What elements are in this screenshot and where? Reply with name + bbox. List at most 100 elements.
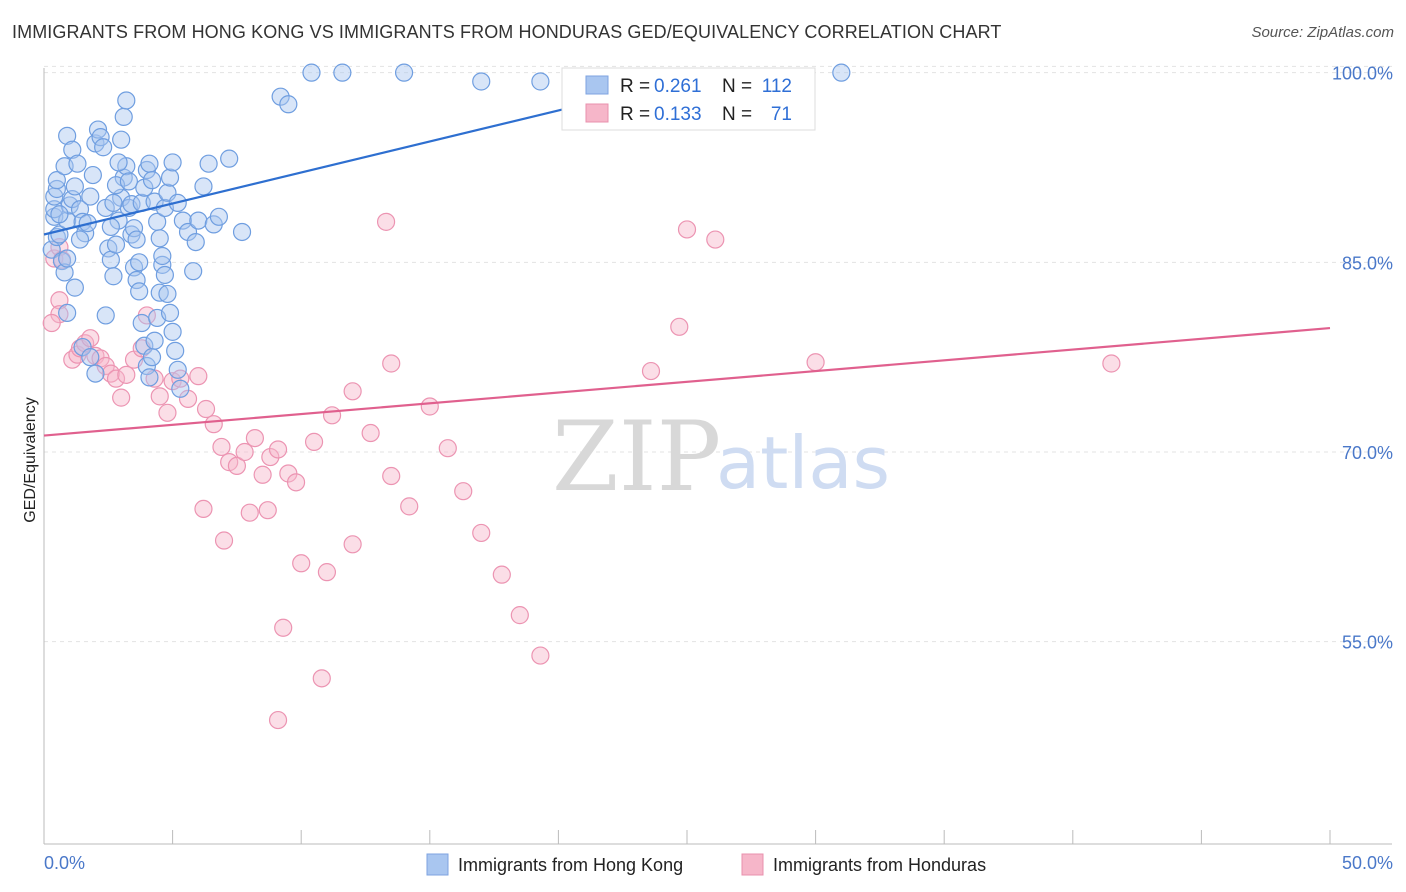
stats-hn-n-label: N = <box>722 104 752 125</box>
hong-kong-point <box>50 205 69 224</box>
legend-hn-swatch <box>741 853 764 876</box>
honduras-point <box>268 440 288 459</box>
stats-hn-n-value: 71 <box>771 104 792 125</box>
x-tick-label: 0.0% <box>44 853 85 873</box>
hong-kong-point <box>168 360 187 379</box>
hong-kong-point <box>279 95 298 114</box>
watermark-zip: ZIP <box>552 401 721 513</box>
stats-hk-swatch <box>585 75 609 95</box>
hong-kong-point <box>394 63 414 82</box>
hong-kong-point <box>531 72 550 91</box>
hong-kong-point <box>160 303 180 323</box>
axes: 55.0% 70.0% 85.0% 100.0% 0.0% 50.0% <box>43 64 1393 873</box>
hong-kong-point <box>83 165 102 185</box>
honduras-point <box>382 466 401 486</box>
stats-box: R = 0.261 N = 112 R = 0.133 N = 71 <box>561 67 816 131</box>
honduras-point <box>101 364 120 383</box>
honduras-point <box>253 465 272 484</box>
watermark-atlas: atlas <box>716 421 890 505</box>
honduras-point <box>361 423 380 443</box>
hong-kong-point <box>189 211 208 230</box>
y-tick-label: 70.0% <box>1342 443 1393 463</box>
hong-kong-point <box>104 193 123 212</box>
honduras-point <box>304 432 324 451</box>
hong-kong-point <box>155 265 174 285</box>
hong-kong-point <box>81 348 100 367</box>
hong-kong-point <box>163 153 182 172</box>
honduras-point <box>382 354 401 373</box>
hong-kong-point <box>58 126 77 145</box>
hong-kong-point <box>194 177 213 196</box>
x-tick-label: 50.0% <box>1342 853 1393 873</box>
hong-kong-point <box>127 270 146 290</box>
honduras-point <box>204 415 223 434</box>
hong-kong-point <box>271 87 290 106</box>
honduras-point <box>677 220 697 239</box>
hong-kong-point <box>160 168 180 187</box>
hong-kong-point <box>145 331 164 350</box>
honduras-point <box>194 499 213 519</box>
source-attribution: Source: ZipAtlas.com <box>1251 24 1394 41</box>
hong-kong-point <box>112 130 131 149</box>
hong-kong-point <box>135 178 154 197</box>
honduras-point <box>317 563 337 582</box>
legend-hn-label: Immigrants from Honduras <box>773 855 986 875</box>
hong-kong-point <box>58 249 77 268</box>
honduras-point <box>106 369 126 388</box>
honduras-point <box>112 388 131 407</box>
hong-kong-point <box>199 154 218 173</box>
hong-kong-point <box>101 217 120 237</box>
honduras-point <box>235 442 254 462</box>
honduras-point <box>420 397 439 416</box>
hong-kong-point <box>150 283 169 302</box>
honduras-point <box>150 387 169 406</box>
honduras-point <box>258 501 277 520</box>
honduras-point <box>343 382 362 401</box>
honduras-point <box>510 606 529 625</box>
hong-kong-point <box>140 154 159 173</box>
honduras-trend-line <box>43 326 1331 437</box>
hong-kong-point <box>63 140 82 159</box>
stats-hk-r-value: 0.261 <box>654 76 702 97</box>
hong-kong-point <box>171 379 190 398</box>
hong-kong-point <box>96 306 115 325</box>
stats-hn-swatch <box>585 103 609 123</box>
hong-kong-point <box>130 282 149 301</box>
hong-kong-point <box>184 262 203 281</box>
honduras-point <box>806 353 825 372</box>
hong-kong-point <box>47 171 66 190</box>
honduras-point <box>1102 354 1121 373</box>
honduras-point <box>178 389 198 408</box>
watermark: ZIP atlas <box>552 401 890 513</box>
hong-kong-point <box>52 251 72 271</box>
honduras-point <box>268 710 288 730</box>
honduras-point <box>261 447 280 467</box>
hong-kong-point <box>209 207 228 226</box>
stats-hn-r-label: R = <box>620 104 650 125</box>
honduras-point <box>189 367 208 386</box>
hong-kong-point <box>68 154 87 173</box>
hong-kong-point <box>70 230 90 249</box>
hong-kong-point <box>232 222 252 242</box>
grid-lines <box>44 65 1392 643</box>
honduras-points <box>42 212 1121 730</box>
hong-kong-point <box>104 267 123 286</box>
honduras-point <box>531 646 550 665</box>
stats-hn-r-value: 0.133 <box>654 104 702 125</box>
stats-hk-n-label: N = <box>722 76 752 97</box>
honduras-point <box>240 503 259 522</box>
honduras-point <box>196 399 216 419</box>
hong-kong-point <box>302 63 321 82</box>
honduras-point <box>454 482 473 501</box>
honduras-point <box>492 565 511 584</box>
honduras-point <box>438 439 457 458</box>
y-axis-label: GED/Equivalency <box>22 397 39 522</box>
hong-kong-point <box>186 232 205 252</box>
honduras-point <box>212 437 231 457</box>
honduras-point <box>472 523 491 543</box>
hong-kong-point <box>220 149 239 168</box>
hong-kong-point <box>150 229 169 248</box>
hong-kong-point <box>65 278 84 297</box>
honduras-point <box>42 313 61 333</box>
hong-kong-point <box>81 187 100 206</box>
